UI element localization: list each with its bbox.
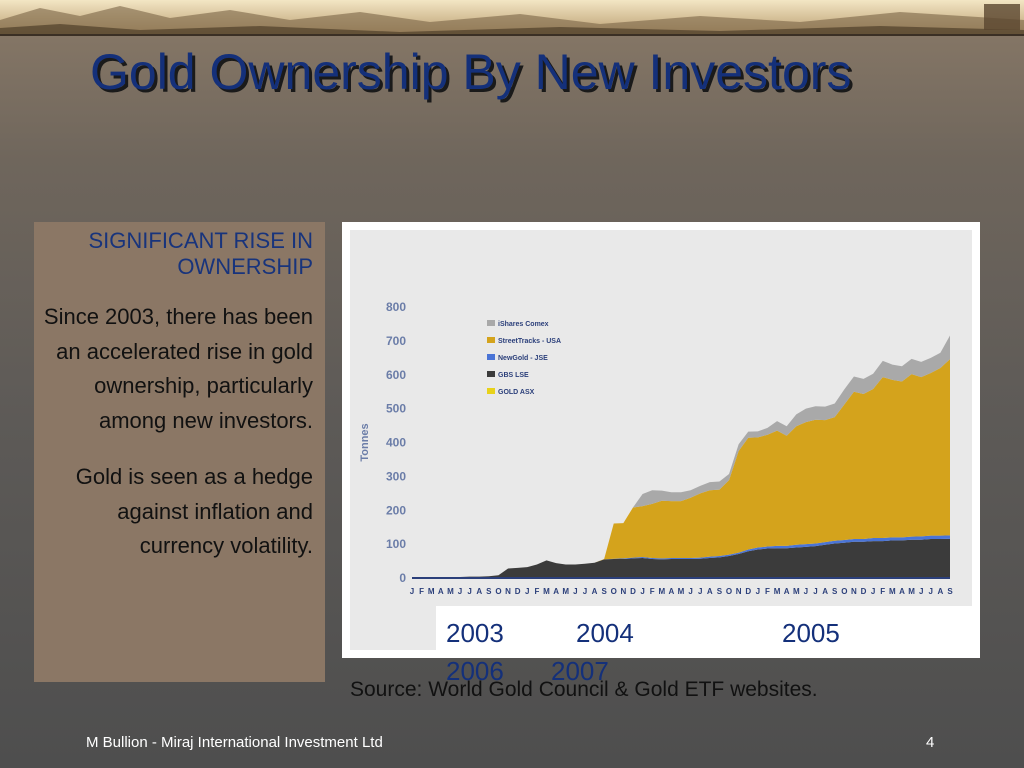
x-tick-label: D (861, 587, 867, 596)
x-tick-label: S (947, 587, 953, 596)
panel-paragraph-2: Gold is seen as a hedge against inflatio… (75, 464, 313, 558)
panel-paragraph-1: Since 2003, there has been an accelerate… (43, 304, 313, 433)
y-tick-label: 800 (386, 300, 406, 314)
y-tick-label: 700 (386, 334, 406, 348)
y-tick-label: 200 (386, 503, 406, 517)
x-tick-label: J (573, 587, 577, 596)
chart-frame: 0 100 200 300 400 500 600 700 800 Tonnes J F M A M J J A S… (342, 222, 980, 658)
x-tick-label: M (428, 587, 435, 596)
x-tick-label: M (793, 587, 800, 596)
x-tick-label: J (458, 587, 462, 596)
x-tick-label: O (495, 587, 501, 596)
legend-swatch (487, 371, 495, 377)
panel-heading: SIGNIFICANT RISE IN OWNERSHIP (88, 228, 313, 279)
x-tick-label: J (813, 587, 817, 596)
area-series-2 (412, 535, 950, 578)
legend-label: GBS LSE (498, 372, 529, 379)
area-series-3 (412, 359, 950, 578)
x-tick-label: J (698, 587, 702, 596)
legend-swatch (487, 354, 495, 360)
y-tick-label: 500 (386, 402, 406, 416)
x-tick-label: J (640, 587, 644, 596)
y-tick-label: 0 (399, 571, 406, 585)
y-tick-label: 100 (386, 537, 406, 551)
x-tick-label: J (929, 587, 933, 596)
x-tick-label: J (871, 587, 875, 596)
legend-swatch (487, 388, 495, 394)
x-tick-label: J (804, 587, 808, 596)
legend-swatch (487, 337, 495, 343)
year-label-2004: 2004 (576, 618, 634, 648)
x-tick-label: M (908, 587, 915, 596)
y-axis-label: Tonnes (359, 423, 371, 461)
x-tick-label: A (438, 587, 444, 596)
legend-label: iShares Comex (498, 321, 549, 328)
slide-title: Gold Ownership By New Investors (90, 44, 852, 100)
x-tick-label: S (486, 587, 492, 596)
x-tick-label: N (505, 587, 511, 596)
x-tick-label: A (899, 587, 905, 596)
x-tick-label: A (822, 587, 828, 596)
x-tick-label: M (447, 587, 454, 596)
decorative-banner (0, 0, 1024, 36)
x-tick-label: D (745, 587, 751, 596)
x-tick-label: A (938, 587, 944, 596)
x-tick-label: N (620, 587, 626, 596)
x-tick-label: F (765, 587, 770, 596)
x-tick-label: S (717, 587, 723, 596)
x-tick-label: O (611, 587, 617, 596)
x-tick-label: A (669, 587, 675, 596)
legend-label: NewGold - JSE (498, 355, 548, 362)
legend-swatch (487, 320, 495, 326)
x-tick-label: O (841, 587, 847, 596)
x-tick-label: M (543, 587, 550, 596)
x-tick-label: D (515, 587, 521, 596)
year-labels-box: 2003 2004 2005 2006 2007 (436, 606, 972, 686)
x-tick-label: N (851, 587, 857, 596)
x-tick-label: N (736, 587, 742, 596)
x-tick-label: M (658, 587, 665, 596)
x-tick-label: S (601, 587, 607, 596)
x-tick-label: A (784, 587, 790, 596)
x-tick-label: A (592, 587, 598, 596)
x-tick-label: J (467, 587, 471, 596)
legend-label: StreetTracks - USA (498, 338, 561, 345)
x-tick-label: F (419, 587, 424, 596)
page-number: 4 (926, 734, 935, 751)
year-label-2005: 2005 (782, 618, 840, 648)
legend-label: GOLD ASX (498, 389, 535, 396)
x-tick-label: F (880, 587, 885, 596)
x-tick-label: J (919, 587, 923, 596)
x-tick-label: F (534, 587, 539, 596)
y-tick-label: 300 (386, 469, 406, 483)
year-label-2003: 2003 (446, 618, 504, 648)
source-note: Source: World Gold Council & Gold ETF we… (350, 678, 818, 701)
x-tick-label: J (410, 587, 414, 596)
x-tick-label: A (553, 587, 559, 596)
x-tick-label: J (583, 587, 587, 596)
x-tick-label: J (756, 587, 760, 596)
y-tick-label: 400 (386, 436, 406, 450)
x-tick-label: D (630, 587, 636, 596)
x-tick-label: M (774, 587, 781, 596)
x-tick-label: S (832, 587, 838, 596)
text-panel (34, 222, 325, 682)
year-label-2006: 2006 (446, 656, 504, 686)
footer-company: M Bullion - Miraj International Investme… (86, 734, 383, 751)
x-tick-label: M (889, 587, 896, 596)
x-tick-label: F (650, 587, 655, 596)
x-tick-label: M (678, 587, 685, 596)
text-panel-content: SIGNIFICANT RISE IN OWNERSHIP Since 2003… (34, 228, 313, 586)
area-series-1 (412, 538, 950, 578)
year-label-2007: 2007 (551, 656, 609, 686)
x-tick-label: M (562, 587, 569, 596)
x-tick-label: A (707, 587, 713, 596)
x-tick-label: O (726, 587, 732, 596)
x-tick-label: J (688, 587, 692, 596)
y-tick-label: 600 (386, 368, 406, 382)
x-tick-label: J (525, 587, 529, 596)
x-tick-label: A (476, 587, 482, 596)
